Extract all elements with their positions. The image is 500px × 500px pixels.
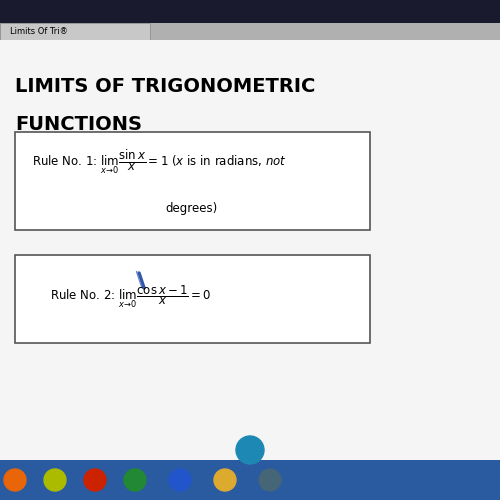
Text: degrees): degrees) (165, 202, 217, 215)
Text: Rule No. 1: $\lim_{x \to 0} \dfrac{\sin x}{x} = 1$ ($x$ is in radians, $\mathit{: Rule No. 1: $\lim_{x \to 0} \dfrac{\sin … (32, 148, 287, 176)
FancyBboxPatch shape (15, 132, 370, 230)
FancyBboxPatch shape (0, 22, 150, 40)
Circle shape (169, 469, 191, 491)
Circle shape (44, 469, 66, 491)
Circle shape (4, 469, 26, 491)
Text: LIMITS OF TRIGONOMETRIC: LIMITS OF TRIGONOMETRIC (15, 78, 316, 96)
FancyBboxPatch shape (0, 22, 500, 40)
Circle shape (84, 469, 106, 491)
Text: Limits Of Tri®: Limits Of Tri® (10, 27, 68, 36)
Circle shape (214, 469, 236, 491)
FancyBboxPatch shape (0, 460, 500, 500)
Text: Rule No. 2: $\lim_{x \to 0} \dfrac{\cos x - 1}{x} = 0$: Rule No. 2: $\lim_{x \to 0} \dfrac{\cos … (50, 284, 211, 310)
FancyBboxPatch shape (15, 255, 370, 342)
FancyBboxPatch shape (0, 0, 500, 22)
Circle shape (259, 469, 281, 491)
FancyBboxPatch shape (0, 40, 500, 460)
Text: FUNCTIONS: FUNCTIONS (15, 115, 142, 134)
Circle shape (124, 469, 146, 491)
Circle shape (236, 436, 264, 464)
